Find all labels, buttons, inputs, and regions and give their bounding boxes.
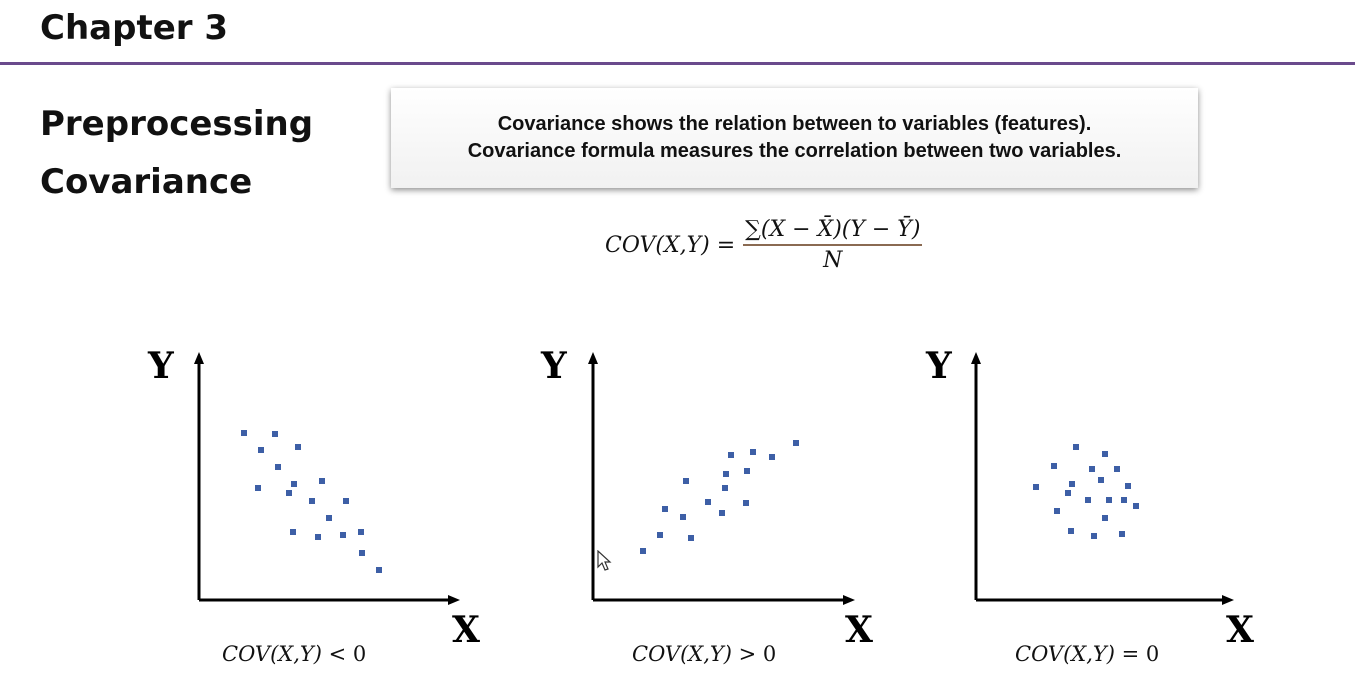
data-point	[241, 430, 247, 436]
data-point	[1106, 497, 1112, 503]
data-point	[1033, 484, 1039, 490]
data-point	[640, 548, 646, 554]
data-point	[255, 485, 261, 491]
data-point	[1102, 515, 1108, 521]
data-point	[275, 464, 281, 470]
caption-negative-expr: COV(X,Y)	[222, 642, 322, 666]
data-point	[358, 529, 364, 535]
data-point	[1068, 528, 1074, 534]
data-point	[1054, 508, 1060, 514]
mouse-pointer-icon	[597, 550, 612, 571]
plot-positive: Y X	[540, 345, 873, 651]
plot-negative-y-arrow	[194, 352, 204, 364]
plot-zero-ylabel: Y	[925, 345, 953, 387]
subsection-title: Covariance	[40, 162, 253, 202]
caption-positive-op: > 0	[731, 642, 777, 666]
callout-line-2: Covariance formula measures the correlat…	[467, 140, 1122, 162]
formula-lhs: COV(X,Y) =	[605, 232, 736, 258]
plot-negative-points	[241, 430, 382, 573]
formula-numerator: ∑(X − X̄)(Y − Ȳ)	[743, 217, 923, 246]
data-point	[793, 440, 799, 446]
data-point	[340, 532, 346, 538]
data-point	[326, 515, 332, 521]
data-point	[688, 535, 694, 541]
plot-negative: Y X	[147, 345, 480, 651]
caption-zero: COV(X,Y) = 0	[1015, 642, 1159, 666]
data-point	[290, 529, 296, 535]
data-point	[657, 532, 663, 538]
plot-zero-y-arrow	[971, 352, 981, 364]
data-point	[719, 510, 725, 516]
data-point	[1085, 497, 1091, 503]
plot-zero-x-arrow	[1222, 595, 1234, 605]
formula-denominator: N	[823, 248, 843, 273]
callout-line-1: Covariance shows the relation between to…	[497, 113, 1092, 135]
data-point	[1119, 531, 1125, 537]
data-point	[1065, 490, 1071, 496]
caption-negative: COV(X,Y) < 0	[222, 642, 366, 666]
plot-zero-points	[1033, 444, 1139, 539]
data-point	[291, 481, 297, 487]
data-point	[315, 534, 321, 540]
formula-fraction: ∑(X − X̄)(Y − Ȳ) N	[743, 217, 923, 273]
caption-negative-op: < 0	[321, 642, 367, 666]
plot-positive-y-arrow	[588, 352, 598, 364]
data-point	[286, 490, 292, 496]
data-point	[359, 550, 365, 556]
plot-negative-xlabel: X	[452, 609, 480, 651]
data-point	[1098, 477, 1104, 483]
data-point	[743, 500, 749, 506]
data-point	[1133, 503, 1139, 509]
data-point	[309, 498, 315, 504]
plot-positive-ylabel: Y	[540, 345, 568, 387]
data-point	[1051, 463, 1057, 469]
data-point	[744, 468, 750, 474]
data-point	[295, 444, 301, 450]
plot-negative-x-arrow	[448, 595, 460, 605]
header-divider	[0, 62, 1355, 65]
data-point	[680, 514, 686, 520]
data-point	[1102, 451, 1108, 457]
data-point	[376, 567, 382, 573]
data-point	[272, 431, 278, 437]
caption-zero-expr: COV(X,Y)	[1015, 642, 1115, 666]
section-title: Preprocessing	[40, 104, 314, 144]
caption-positive: COV(X,Y) > 0	[632, 642, 776, 666]
data-point	[319, 478, 325, 484]
plot-positive-points	[640, 440, 799, 554]
plot-positive-x-arrow	[843, 595, 855, 605]
data-point	[1114, 466, 1120, 472]
data-point	[750, 449, 756, 455]
data-point	[705, 499, 711, 505]
data-point	[1121, 497, 1127, 503]
data-point	[722, 485, 728, 491]
caption-zero-op: = 0	[1114, 642, 1160, 666]
data-point	[723, 471, 729, 477]
data-point	[769, 454, 775, 460]
data-point	[728, 452, 734, 458]
data-point	[258, 447, 264, 453]
data-point	[1089, 466, 1095, 472]
caption-positive-expr: COV(X,Y)	[632, 642, 732, 666]
data-point	[1091, 533, 1097, 539]
data-point	[1073, 444, 1079, 450]
data-point	[662, 506, 668, 512]
plot-negative-ylabel: Y	[147, 345, 175, 387]
data-point	[1125, 483, 1131, 489]
definition-callout: Covariance shows the relation between to…	[391, 88, 1198, 188]
data-point	[343, 498, 349, 504]
data-point	[683, 478, 689, 484]
plot-positive-xlabel: X	[845, 609, 873, 651]
data-point	[1069, 481, 1075, 487]
chapter-title: Chapter 3	[40, 8, 229, 48]
covariance-formula: COV(X,Y) = ∑(X − X̄)(Y − Ȳ) N	[605, 210, 923, 280]
plot-zero: Y X	[925, 345, 1254, 651]
plot-zero-xlabel: X	[1226, 609, 1254, 651]
